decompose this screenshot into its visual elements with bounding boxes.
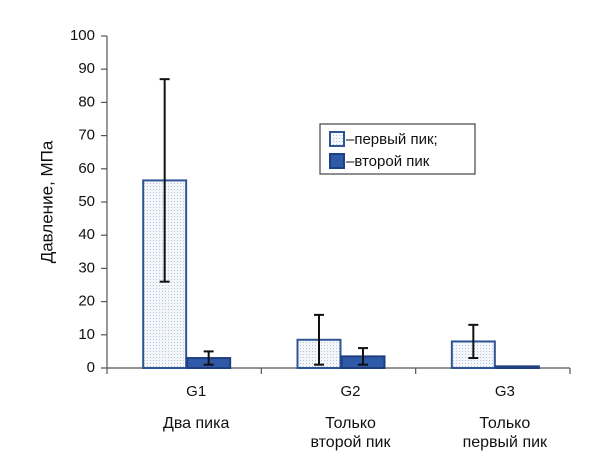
y-tick-label: 80 <box>78 93 95 110</box>
y-axis-label: Давление, МПа <box>37 140 56 263</box>
x-tick-label: G2 <box>340 383 360 400</box>
legend-label: –первый пик; <box>346 131 438 148</box>
y-tick-label: 40 <box>78 226 95 243</box>
error-bar <box>159 78 170 283</box>
error-bar <box>468 323 479 360</box>
bar <box>494 365 540 369</box>
category-description: второй пик <box>311 434 392 451</box>
legend-label: –второй пик <box>346 153 430 170</box>
y-tick-label: 10 <box>78 326 95 343</box>
error-bar <box>314 313 324 366</box>
y-tick-label: 20 <box>78 293 95 310</box>
y-tick-label: 70 <box>78 127 95 144</box>
y-tick-label: 60 <box>78 160 95 177</box>
error-bar <box>203 350 214 366</box>
category-description: Только <box>479 415 530 432</box>
legend-box <box>319 123 476 175</box>
error-bar <box>358 347 368 366</box>
x-tick-label: G1 <box>186 383 206 400</box>
legend-swatch <box>329 131 345 147</box>
category-description: Два пика <box>163 415 229 432</box>
category-description: первый пик <box>463 434 548 451</box>
y-tick-label: 50 <box>78 193 95 210</box>
y-tick-label: 90 <box>78 60 95 77</box>
legend-swatch <box>329 153 345 169</box>
y-tick-label: 0 <box>87 359 95 376</box>
x-tick-label: G3 <box>495 383 515 400</box>
category-description: Только <box>325 415 376 432</box>
y-tick-label: 100 <box>70 27 95 44</box>
y-tick-label: 30 <box>78 259 95 276</box>
